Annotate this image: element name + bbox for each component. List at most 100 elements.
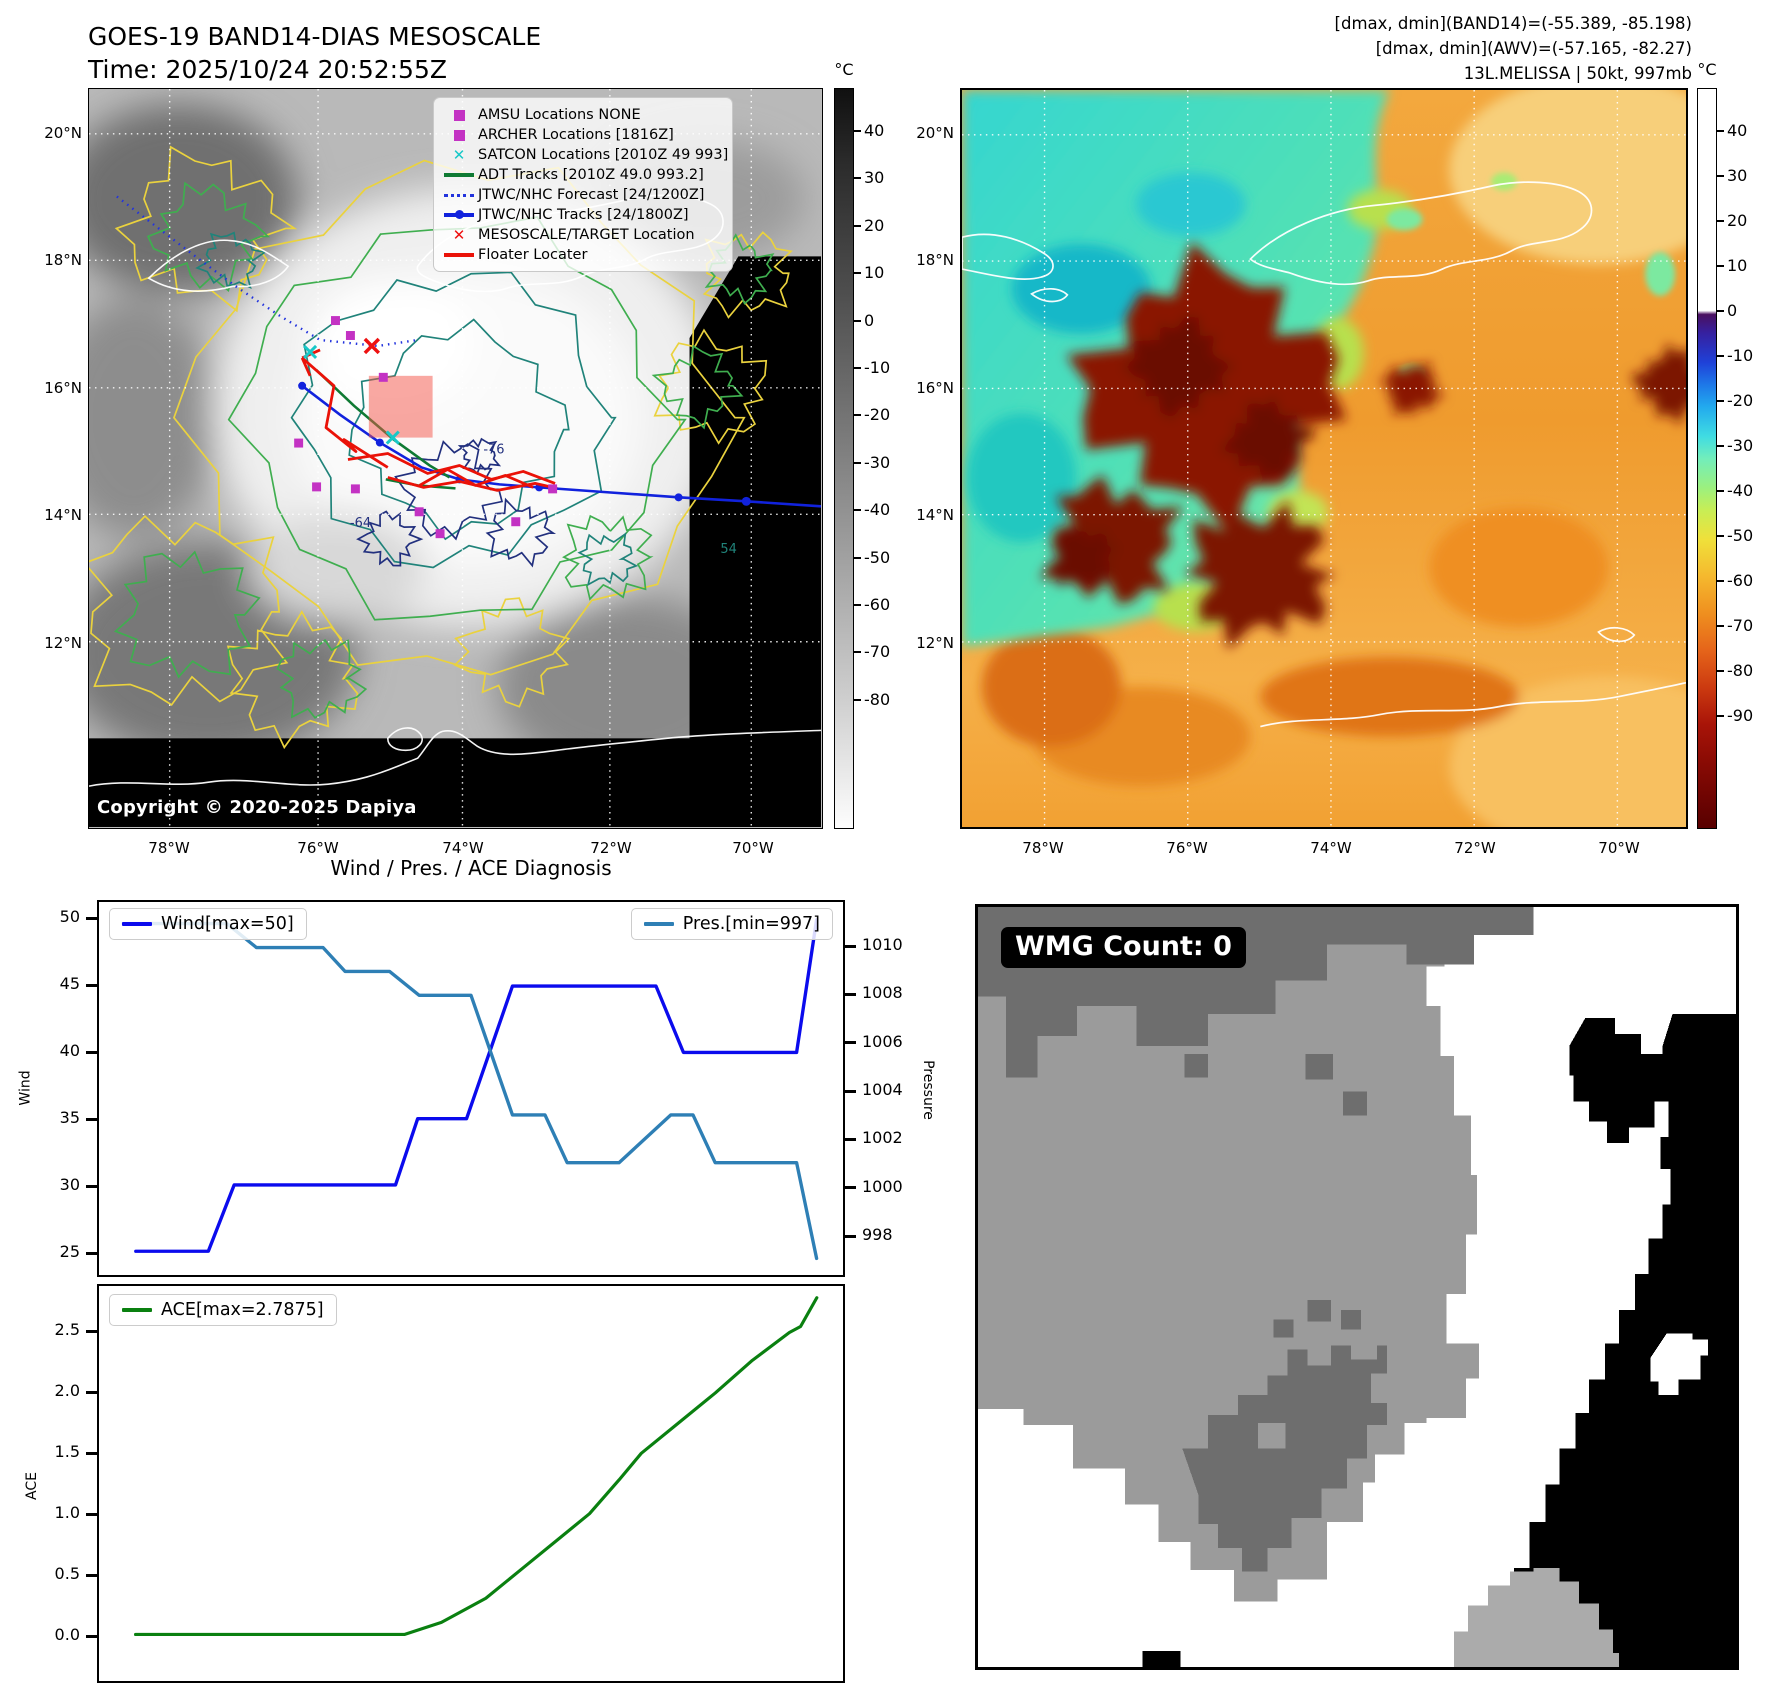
map-black-south	[89, 738, 821, 827]
wmg-black-wedge	[1483, 1014, 1736, 1667]
wind-legend-swatch	[122, 921, 152, 927]
band14-cbar-tick	[854, 461, 861, 464]
color-cbar-tick	[1717, 715, 1724, 717]
lat-label-right: 20°N	[916, 124, 954, 142]
wind-tick-label: 50	[59, 907, 80, 926]
lon-label-left: 72°W	[590, 839, 632, 857]
wind-tickmark	[86, 1251, 97, 1255]
ace-tickmark	[86, 1329, 97, 1333]
band14-cbar-tick	[854, 224, 861, 227]
line-icon	[440, 253, 478, 257]
lat-label-left: 14°N	[44, 506, 82, 524]
wmg-mask-image	[978, 907, 1736, 1667]
legend-item-6: ✕ MESOSCALE/TARGET Location	[440, 225, 724, 245]
lon-label-right: 76°W	[1166, 839, 1208, 857]
wmg-count-badge: WMG Count: 0	[1001, 927, 1246, 968]
ace-tick-label: 1.5	[54, 1442, 80, 1461]
wmg-panel: WMG Count: 0	[975, 904, 1739, 1670]
deep-convection-core	[1039, 241, 1686, 650]
band14-cbar-label: -40	[864, 500, 891, 520]
pressure-tick-label: 1000	[862, 1176, 903, 1196]
color-cbar-tick	[1717, 535, 1724, 537]
ace-tick-label: 2.5	[54, 1320, 80, 1339]
band14-cbar-tick	[854, 130, 861, 132]
wmg-lightgray-blob	[1444, 1567, 1619, 1667]
diagnosis-title: Wind / Pres. / ACE Diagnosis	[330, 856, 612, 880]
wind-axis-title: Wind	[17, 1070, 34, 1106]
color-ir-map-image	[962, 90, 1686, 827]
jtwc-track-line	[301, 384, 821, 508]
pressure-tickmark	[845, 1137, 856, 1141]
pressure-line	[121, 921, 819, 1261]
wmg-darkgray-spots	[1184, 1053, 1367, 1338]
band14-cbar-label: -30	[864, 452, 891, 472]
band14-cbar-label: -10	[864, 358, 891, 377]
square-icon	[440, 109, 478, 121]
pressure-tickmark	[845, 1186, 856, 1190]
lon-label-right: 72°W	[1454, 839, 1496, 857]
lat-label-right: 12°N	[916, 634, 954, 652]
color-cbar-tick	[1717, 130, 1724, 132]
lon-label-left: 78°W	[148, 839, 190, 857]
legend-item-5: JTWC/NHC Tracks [24/1800Z]	[440, 205, 724, 225]
wind-tick-label: 40	[59, 1041, 80, 1060]
band14-cbar-tick	[854, 698, 861, 701]
wind-tick-label: 30	[59, 1175, 80, 1194]
color-cbar-tick	[1717, 265, 1724, 267]
pressure-tickmark	[845, 944, 856, 948]
legend-item-label: JTWC/NHC Forecast [24/1200Z]	[478, 187, 705, 203]
ace-tickmark	[86, 1634, 97, 1638]
pressure-tickmark	[845, 1089, 856, 1093]
pressure-tickmark	[845, 1234, 856, 1238]
color-cbar-label: -80	[1727, 661, 1754, 680]
color-cbar-label: -90	[1727, 706, 1754, 725]
lat-label-right: 16°N	[916, 379, 954, 397]
ace-tick-label: 0.5	[54, 1564, 80, 1583]
ace-tickmark	[86, 1390, 97, 1394]
contour-value-labels: -64 -76 54	[350, 443, 737, 558]
legend-item-label: JTWC/NHC Tracks [24/1800Z]	[478, 207, 689, 223]
wind-tickmark	[86, 916, 97, 920]
timestamp: Time: 2025/10/24 20:52:55Z	[88, 55, 447, 84]
legend-item-2: ✕ SATCON Locations [2010Z 49 993]	[440, 145, 729, 165]
ace-tickmark	[86, 1573, 97, 1577]
mesoscale-target-box	[368, 375, 433, 438]
band14-cbar-tick	[854, 177, 861, 180]
pressure-tickmark	[845, 992, 856, 996]
color-cbar-label: -60	[1727, 571, 1754, 590]
legend-item-label: Floater Locater	[478, 247, 588, 263]
track-overlays: -64 -76 54	[116, 195, 821, 558]
lon-label-left: 74°W	[442, 839, 484, 857]
wind-tick-label: 45	[59, 974, 80, 993]
pressure-legend-label: Pres.[min=997]	[682, 914, 820, 934]
mesoscale-target-x	[363, 337, 381, 355]
color-cbar-label: 0	[1727, 301, 1738, 320]
band14-map-panel: -64 -76 54 AMSU Locations NONE ARCHER Loc…	[88, 88, 823, 829]
color-cbar-label: 10	[1727, 256, 1748, 275]
band14-cbar-label: 10	[864, 263, 885, 283]
ace-tickmark	[86, 1512, 97, 1516]
x-icon: ✕	[452, 145, 466, 164]
pressure-tickmark	[845, 1041, 856, 1045]
legend-item-1: ARCHER Locations [1816Z]	[440, 125, 724, 145]
color-cbar-label: 30	[1727, 166, 1748, 185]
lat-label-left: 16°N	[44, 379, 82, 397]
dmax-dmin-band14: [dmax, dmin](BAND14)=(-55.389, -85.198)	[1334, 14, 1692, 33]
color-cbar-label: -70	[1727, 616, 1754, 635]
color-cbar-tick	[1717, 445, 1724, 447]
wmg-black-dot	[1142, 1651, 1181, 1667]
ace-tick-label: 1.0	[54, 1503, 80, 1522]
square-icon	[440, 129, 478, 141]
wind-tick-label: 35	[59, 1108, 80, 1127]
ace-axis-title: ACE	[23, 1472, 40, 1500]
x-icon: ✕	[452, 225, 466, 244]
lon-label-left: 76°W	[297, 839, 339, 857]
lat-label-right: 18°N	[916, 251, 954, 269]
band14-cbar-tick	[854, 604, 861, 606]
band14-cbar-tick	[854, 367, 861, 369]
lat-label-left: 18°N	[44, 251, 82, 269]
map-gridlines	[962, 90, 1686, 827]
ace-tickmark	[86, 1451, 97, 1455]
svg-text:-64: -64	[350, 516, 371, 531]
